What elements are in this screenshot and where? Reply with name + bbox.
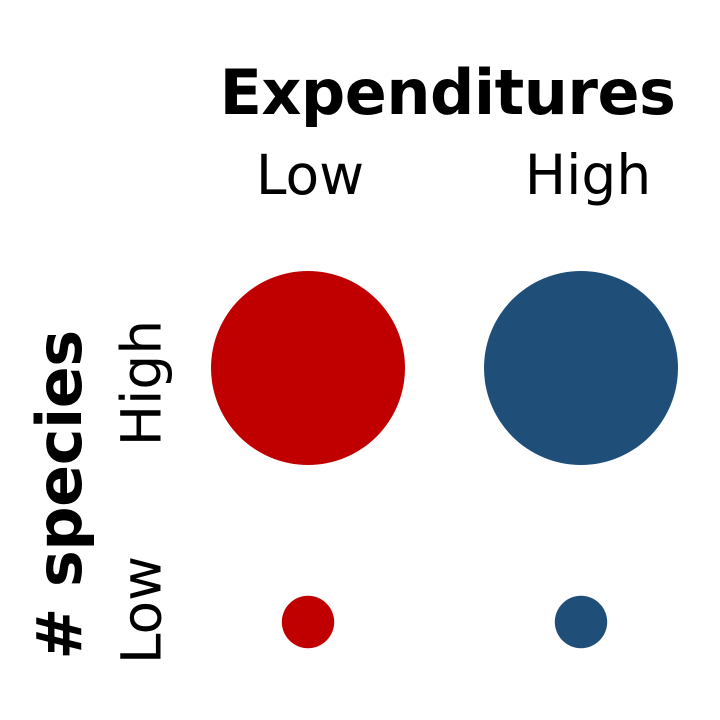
x-tick-label-high: High bbox=[524, 143, 652, 207]
bubble-low-exp-high-species bbox=[211, 271, 405, 465]
x-tick-label-low: Low bbox=[255, 143, 365, 207]
x-axis-title: Expenditures bbox=[219, 56, 676, 129]
bubble-high-exp-low-species bbox=[554, 595, 608, 649]
bubble-low-exp-low-species bbox=[281, 595, 335, 649]
bubble-high-exp-high-species bbox=[484, 271, 678, 465]
